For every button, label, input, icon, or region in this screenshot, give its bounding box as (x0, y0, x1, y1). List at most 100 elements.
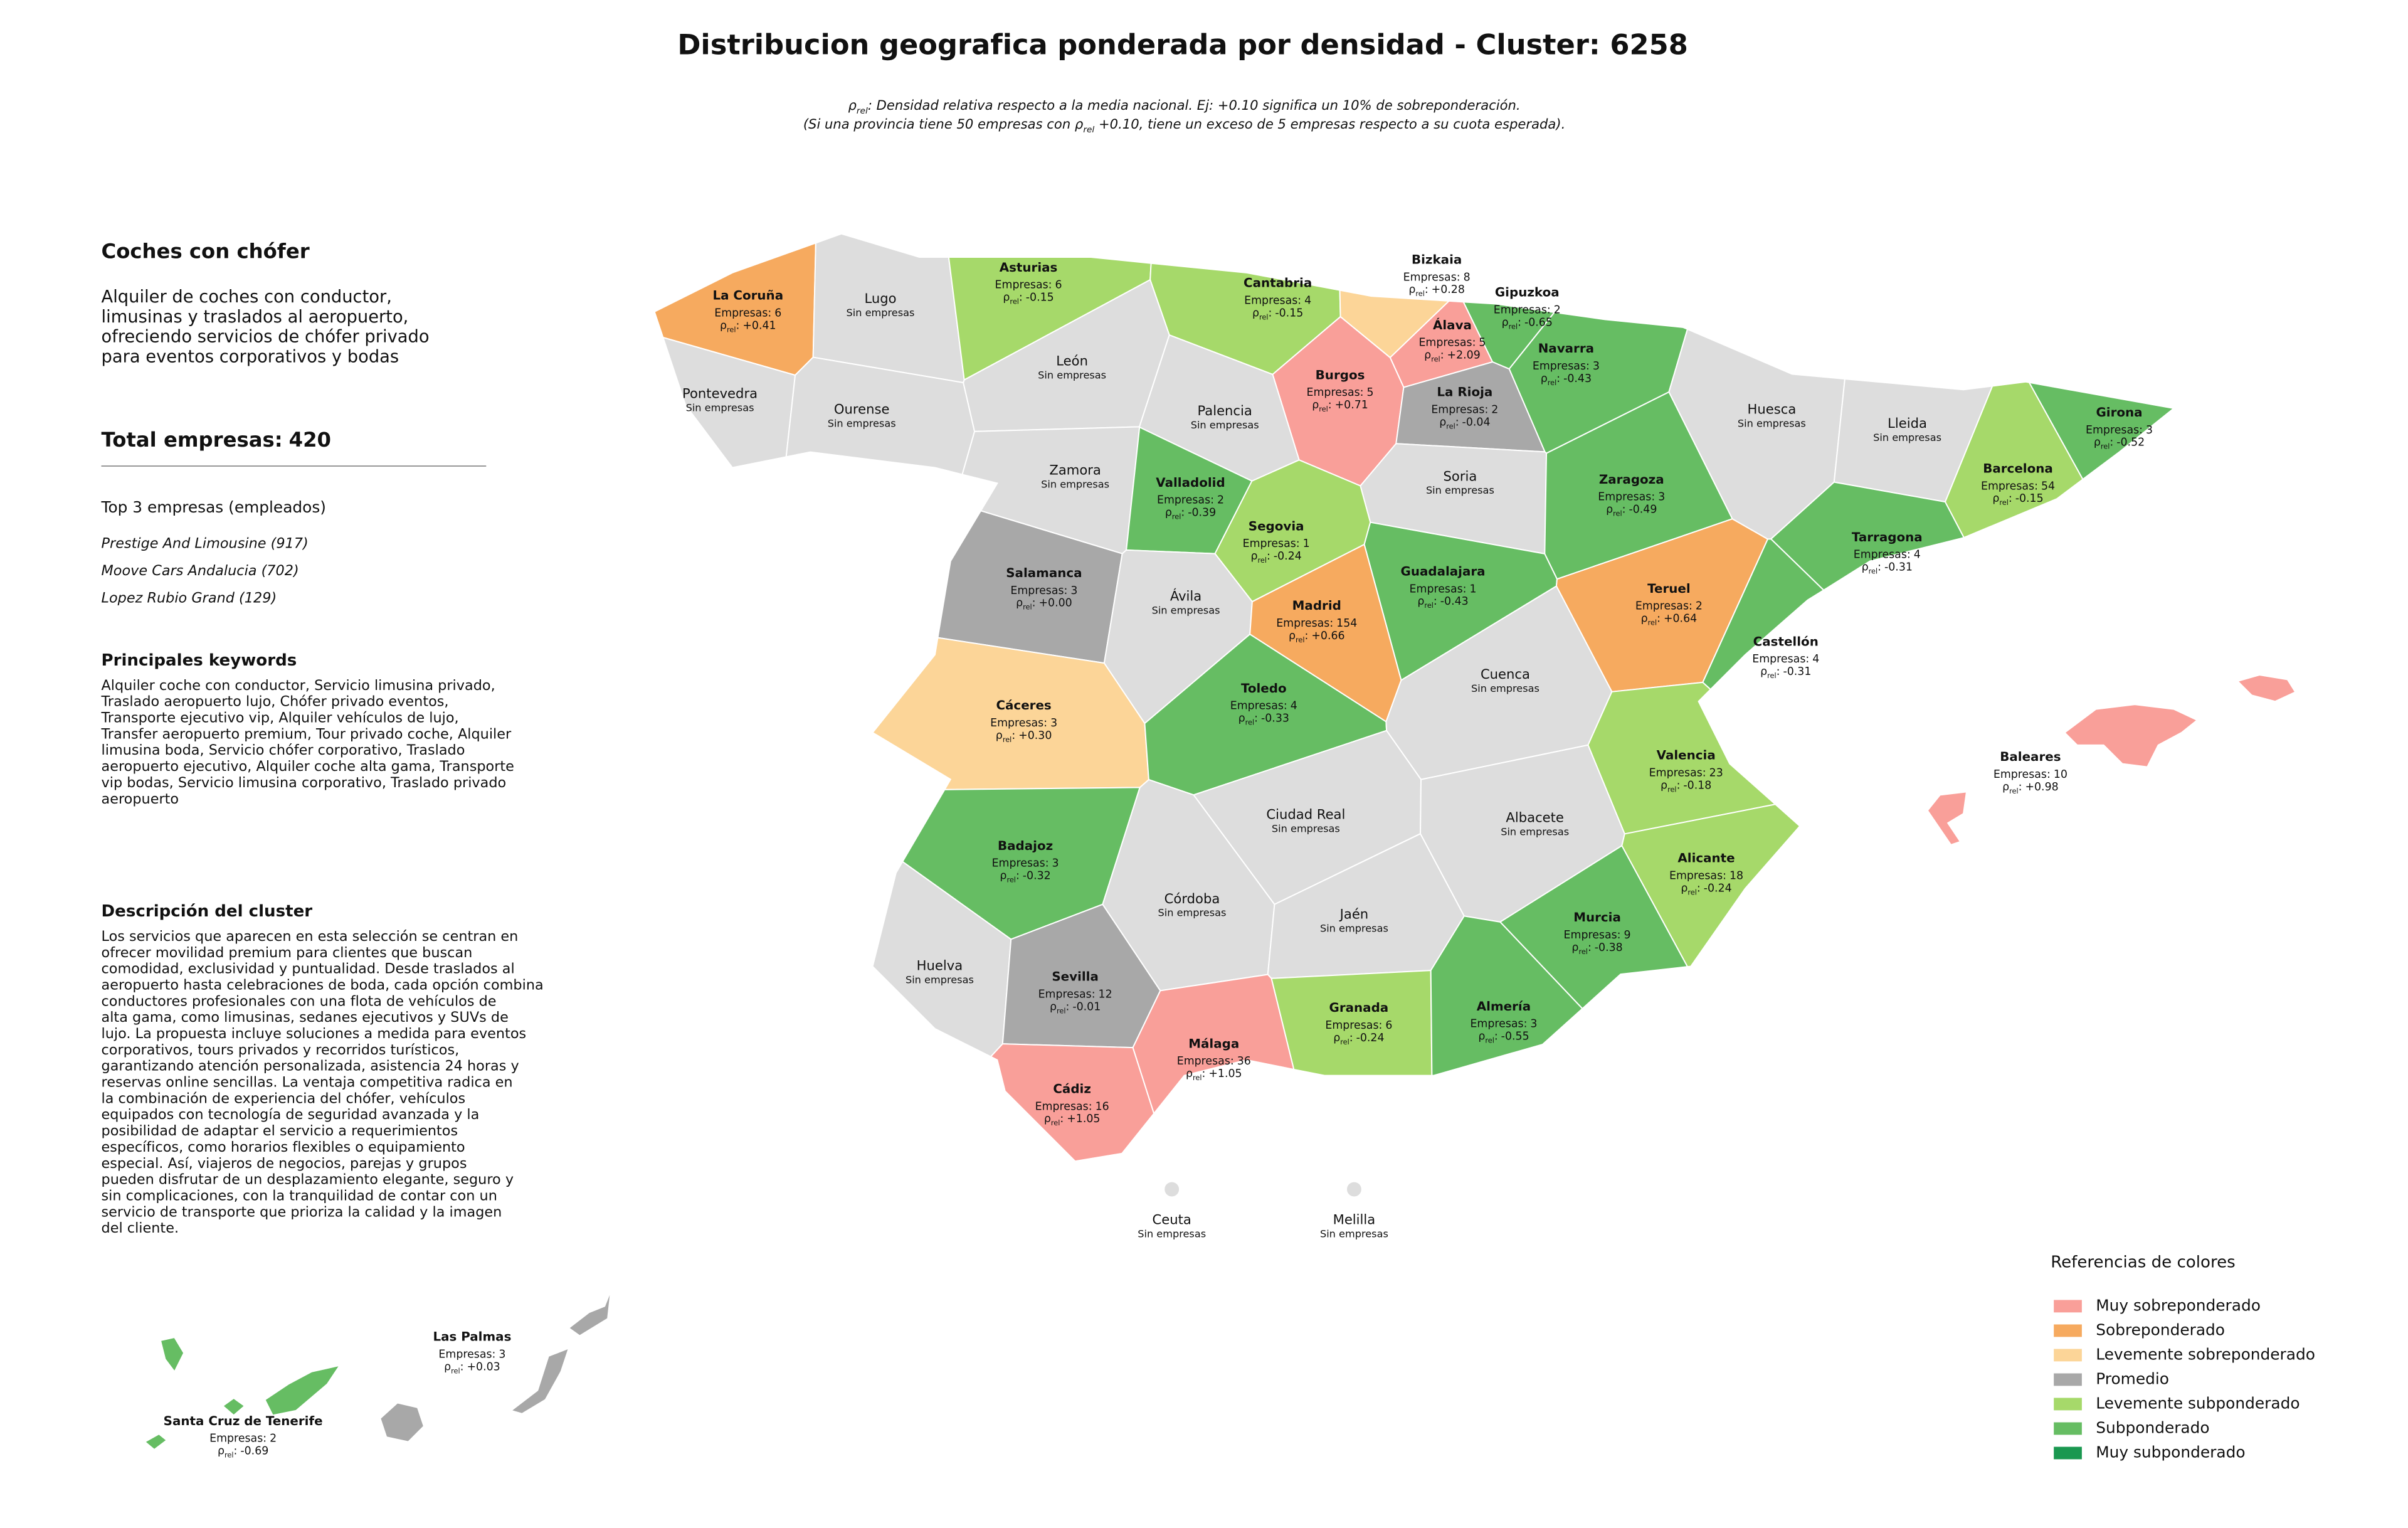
keywords-line: aeropuerto ejecutivo, Alquiler coche alt… (102, 758, 514, 775)
rho-value: -0.24 (1704, 882, 1732, 894)
province-count: Empresas: 18 (1669, 870, 1743, 883)
rho-subscript: rel (1340, 1037, 1349, 1046)
rho-symbol: ρ (1312, 399, 1319, 411)
count-label: Empresas: (1564, 929, 1621, 942)
province-name: Melilla (1333, 1212, 1376, 1228)
cluster-description: alta gama, como limusinas, sedanes ejecu… (102, 1009, 509, 1026)
province-name: León (1056, 353, 1088, 369)
province-rho: ρrel: +0.41 (720, 319, 776, 334)
province-count: Empresas: 4 (1230, 700, 1297, 713)
province-empty-label: Sin empresas (1738, 417, 1806, 429)
province-rho: ρrel: -0.69 (218, 1445, 268, 1459)
sidebar-description: limusinas y traslados al aeropuerto, (102, 307, 409, 327)
count-value: 6 (774, 307, 781, 319)
rho-sep: : (1065, 1000, 1069, 1013)
count-label: Empresas: (1244, 295, 1301, 307)
province-rho: ρrel: -0.52 (2094, 437, 2145, 450)
province-empty-label: Sin empresas (1471, 682, 1539, 694)
count-value: 36 (1237, 1055, 1251, 1068)
province-empty-label: Sin empresas (1320, 1228, 1388, 1240)
rho-subscript: rel (1687, 888, 1697, 896)
province-count: Empresas: 3 (992, 857, 1059, 870)
rho-subscript: rel (1319, 405, 1328, 413)
province-name: Albacete (1506, 810, 1564, 825)
province-rho: ρrel: -0.65 (1502, 316, 1553, 331)
count-value: 3 (2146, 424, 2153, 437)
count-label: Empresas: (1157, 494, 1214, 507)
province-name: Huelva (917, 958, 963, 974)
province-name: Salamanca (1006, 566, 1082, 580)
rho-symbol: ρ (1478, 1030, 1485, 1043)
rho-sep: : (1877, 561, 1881, 574)
province-rho: ρrel: +0.03 (444, 1361, 500, 1375)
rho-symbol: ρ (1044, 1113, 1051, 1125)
rho-value: -0.15 (1275, 307, 1303, 319)
rho-value: -0.52 (2116, 437, 2145, 449)
province-rho: ρrel: -0.15 (1992, 492, 2043, 507)
province-count: Empresas: 5 (1418, 337, 1486, 349)
rho-symbol: ρ (1681, 882, 1687, 894)
rho-subscript: rel (1613, 509, 1622, 517)
cluster-description: comodidad, exclusividad y puntualidad. D… (102, 961, 515, 977)
legend-label: Levemente subponderado (2096, 1394, 2300, 1412)
rho-symbol: ρ (1992, 492, 1999, 505)
cluster-description: reservas online sencillas. La ventaja co… (102, 1074, 513, 1091)
province-rho: ρrel: -0.49 (1606, 504, 1657, 517)
province-name: Segovia (1249, 519, 1304, 533)
count-value: 2 (1217, 494, 1224, 507)
province-count: Empresas: 2 (1157, 494, 1224, 507)
province-empty (1346, 1180, 1363, 1198)
province-name: Teruel (1647, 581, 1691, 596)
province-count: Empresas: 23 (1649, 767, 1723, 780)
province-empty-label: Sin empresas (1426, 484, 1494, 496)
province-name: Toledo (1241, 681, 1287, 696)
top-company: Prestige And Limousine (917) (102, 536, 309, 552)
legend-label: Muy sobreponderado (2096, 1296, 2261, 1314)
rho-value: +1.05 (1067, 1113, 1100, 1125)
rho-value: -0.39 (1188, 507, 1216, 519)
rho-symbol: ρ (1641, 613, 1648, 625)
rho-sep: : (1305, 630, 1309, 642)
rho-subscript: rel (1424, 602, 1434, 610)
cluster-description: especial. Así, viajeros de negocios, par… (102, 1155, 467, 1172)
province-name: Madrid (1292, 598, 1341, 613)
rho-subscript: rel (1999, 499, 2009, 507)
rho-value: +0.00 (1038, 597, 1072, 610)
province-empty (1163, 1180, 1181, 1198)
rho-sep: : (1697, 882, 1701, 894)
province-count: Empresas: 1 (1243, 538, 1310, 550)
rho-sep: : (1328, 399, 1332, 411)
province-rho: ρrel: -0.24 (1333, 1032, 1384, 1046)
rho-sep: : (2110, 437, 2113, 449)
count-label: Empresas: (1243, 538, 1300, 550)
rho-subscript: rel (1083, 125, 1094, 135)
top-title: Top 3 empresas (empleados) (101, 498, 326, 516)
cluster-description: ofrecer movilidad premium para clientes … (102, 945, 473, 961)
rho-value: +0.66 (1311, 630, 1344, 642)
rho-subscript: rel (2009, 787, 2018, 795)
province-name: Cáceres (996, 698, 1051, 713)
rho-sep: : (2009, 492, 2012, 505)
province-count: Empresas: 8 (1403, 271, 1471, 284)
province-name: Granada (1329, 1000, 1389, 1015)
rho-subscript: rel (1172, 512, 1181, 521)
rho-sep: : (1269, 307, 1272, 319)
province-count: Empresas: 3 (438, 1348, 505, 1361)
rho-subscript: rel (1446, 422, 1455, 430)
rho-sep: : (234, 1445, 238, 1457)
subtitle-text: (Si una provincia tiene 50 empresas con (803, 116, 1075, 132)
rho-value: +0.03 (467, 1361, 500, 1373)
province-name: Lleida (1888, 415, 1927, 431)
rho-symbol: ρ (1661, 779, 1667, 792)
count-value: 2 (1696, 600, 1703, 613)
count-value: 2 (1554, 304, 1561, 317)
province-count: Empresas: 2 (209, 1433, 277, 1445)
province-count: Empresas: 36 (1177, 1055, 1251, 1068)
province-empty-label: Sin empresas (1041, 478, 1109, 490)
province-name: Alicante (1677, 851, 1735, 866)
rho-sep: : (736, 319, 740, 332)
province-rho: ρrel: +1.05 (1044, 1113, 1101, 1127)
province-count: Empresas: 6 (1325, 1019, 1392, 1032)
province-count: Empresas: 6 (714, 307, 781, 319)
count-label: Empresas: (1325, 1019, 1382, 1032)
